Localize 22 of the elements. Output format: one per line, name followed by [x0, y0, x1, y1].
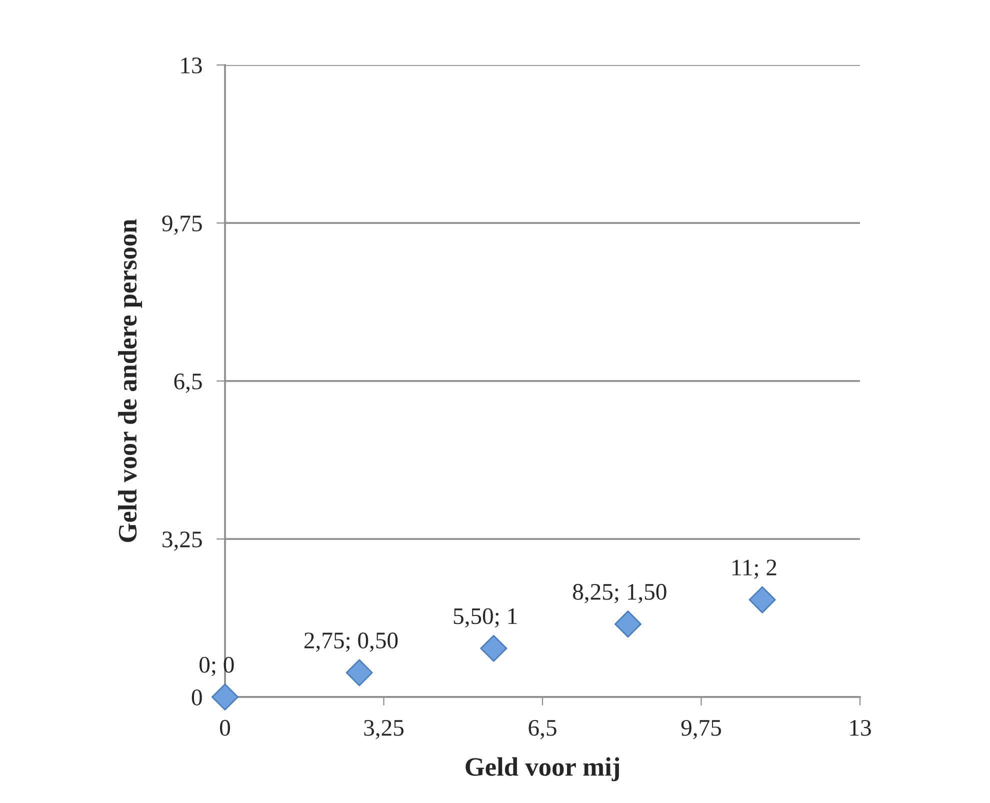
data-label: 0; 0 — [200, 656, 234, 676]
x-tick-label: 13 — [850, 720, 871, 736]
y-tick-label: 0 — [192, 689, 202, 706]
y-tick-label: 13 — [181, 58, 202, 74]
y-axis-title: Geld voor de andere persoon — [118, 219, 142, 542]
x-tick-label: 3,25 — [364, 720, 404, 740]
point — [748, 586, 776, 614]
y-tick-label: 6,5 — [174, 374, 202, 393]
x-axis-title: Geld voor mij — [466, 757, 620, 782]
data-label: 11; 2 — [732, 560, 776, 579]
y-tick-label: 3,25 — [162, 532, 202, 551]
data-label: 8,25; 1,50 — [572, 584, 666, 604]
point — [212, 684, 238, 710]
point — [480, 634, 508, 662]
x-tick-label: 6,5 — [528, 720, 556, 740]
point — [614, 610, 642, 638]
y-tick-label: 9,75 — [162, 216, 202, 235]
data-label: 5,50; 1 — [454, 608, 517, 628]
data-label: 2,75; 0,50 — [304, 632, 398, 652]
x-tick-label: 0 — [220, 720, 230, 736]
x-tick-label: 9,75 — [681, 720, 721, 740]
point — [346, 659, 373, 686]
